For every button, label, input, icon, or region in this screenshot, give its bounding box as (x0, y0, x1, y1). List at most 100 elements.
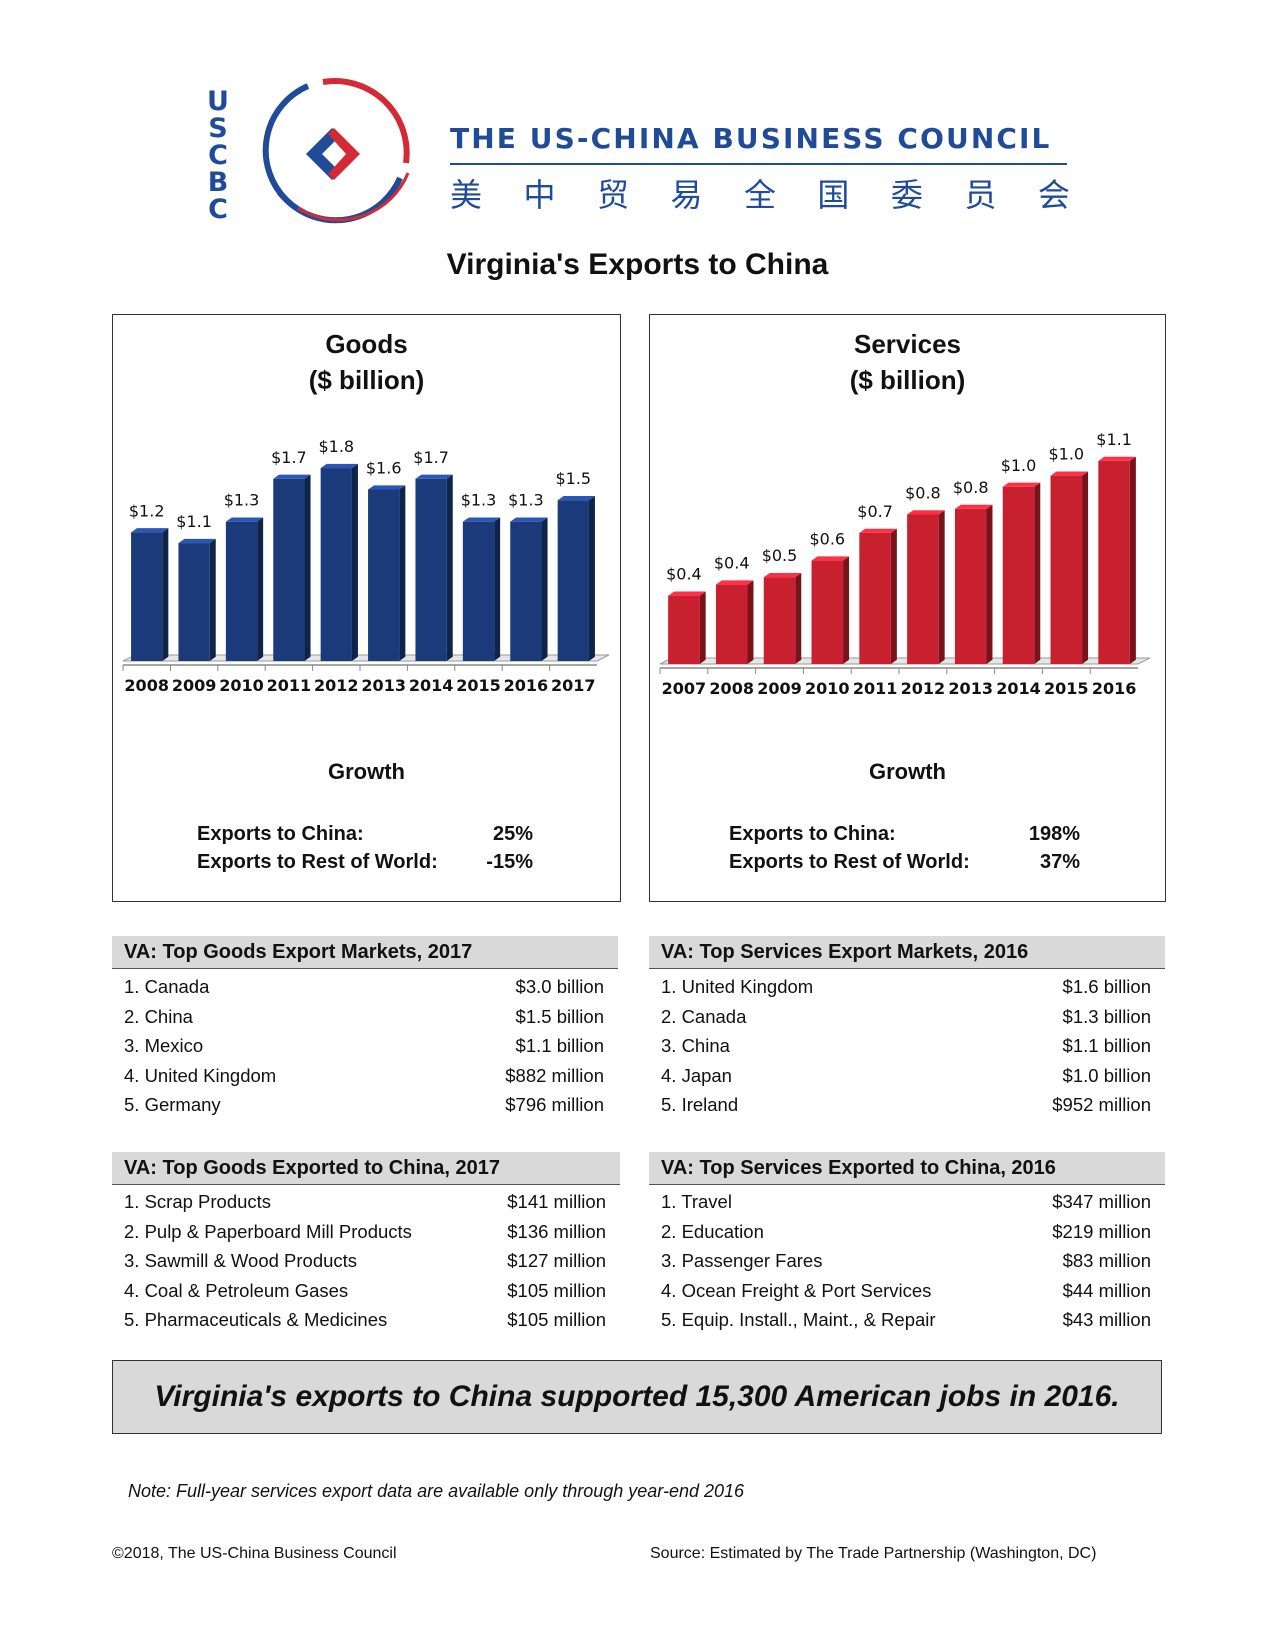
services-chart-unit: ($ billion) (849, 365, 966, 395)
bar-value-label: $0.7 (857, 502, 893, 521)
bar-value-label: $1.8 (318, 437, 354, 456)
row-name: 5. Equip. Install., Maint., & Repair (661, 1309, 936, 1330)
bar (178, 543, 210, 661)
row-name: 2. Canada (661, 1005, 747, 1027)
x-tick-label: 2012 (901, 679, 946, 698)
goods-growth-value: 25% (492, 823, 533, 845)
table-row: 2. Canada $1.3 billion (649, 1002, 1165, 1032)
bar (131, 532, 163, 661)
cn-char: 中 (523, 176, 556, 214)
bar-top (859, 528, 897, 533)
data-note: Note: Full-year services export data are… (128, 1481, 745, 1501)
x-tick-label: 2007 (662, 679, 707, 698)
bar (225, 521, 258, 661)
x-tick-label: 2013 (361, 676, 406, 695)
bar (415, 478, 447, 661)
bar-top (954, 504, 993, 509)
bar (462, 521, 495, 661)
goods-chart: $1.2 2008 $1.1 2009 $1.3 2010 $1.7 2011 $1.8 2012… (122, 437, 610, 695)
bar (368, 489, 400, 661)
row-name: 3. Sawmill & Wood Products (124, 1250, 358, 1271)
bar-top (462, 517, 501, 522)
bar-top (131, 528, 169, 533)
bar-side (986, 504, 993, 664)
x-tick-label: 2016 (504, 676, 549, 695)
bar-side (890, 528, 897, 664)
bar-value-label: $1.1 (176, 512, 212, 531)
row-name: 2. Pulp & Paperboard Mill Products (124, 1220, 412, 1242)
bar-value-label: $1.1 (1096, 430, 1132, 449)
cn-char: 会 (1037, 176, 1070, 214)
x-tick-label: 2014 (409, 676, 454, 695)
row-name: 4. Coal & Petroleum Gases (124, 1279, 349, 1301)
services-to-china-table: VA: Top Services Exported to China, 2016… (649, 1152, 1165, 1335)
row-name: 1. Scrap Products (124, 1191, 272, 1212)
bar-side (1082, 471, 1089, 664)
x-tick-label: 2008 (709, 679, 754, 698)
logo-letters: U S C B C (203, 88, 233, 223)
row-name: 3. Passenger Fares (661, 1250, 823, 1271)
bar-value-label: $0.8 (953, 478, 989, 497)
goods-chart-title: Goods (325, 329, 408, 359)
logo-letter: C (208, 140, 228, 171)
row-name: 1. United Kingdom (661, 976, 814, 997)
copyright: ©2018, The US-China Business Council (112, 1545, 397, 1562)
uscbc-logo-icon (262, 78, 410, 224)
table-row: 1. United Kingdom $1.6 billion (649, 972, 1165, 1002)
bar (668, 595, 700, 664)
row-name: 4. Ocean Freight & Port Services (661, 1279, 932, 1301)
table-row: 4. Coal & Petroleum Gases $105 million (112, 1276, 620, 1306)
bar-value-label: $1.3 (461, 491, 497, 510)
row-name: 3. China (661, 1035, 730, 1056)
cn-char: 委 (890, 176, 923, 214)
jobs-banner: Virginia's exports to China supported 15… (112, 1360, 1162, 1434)
bar (1050, 475, 1083, 664)
row-value: $136 million (507, 1220, 606, 1242)
bar (954, 508, 987, 664)
cn-char: 国 (817, 176, 850, 214)
row-value: $3.0 billion (515, 976, 604, 997)
source-credit: Source: Estimated by The Trade Partnersh… (650, 1545, 1097, 1562)
bar (1098, 460, 1130, 664)
row-name: 4. United Kingdom (124, 1064, 277, 1086)
bar-top (557, 496, 595, 501)
bar-top (668, 591, 706, 596)
x-tick-label: 2009 (172, 676, 217, 695)
row-value: $105 million (507, 1309, 606, 1330)
row-value: $141 million (507, 1191, 606, 1212)
bar-top (510, 517, 548, 522)
row-value: $1.3 billion (1062, 1005, 1151, 1027)
services-growth-label: Exports to Rest of World: (729, 851, 970, 873)
cn-char: 贸 (596, 176, 629, 214)
table-row: 4. Japan $1.0 billion (649, 1061, 1165, 1091)
bar-top (368, 485, 406, 490)
row-name: 1. Canada (124, 976, 210, 997)
x-tick-label: 2011 (853, 679, 898, 698)
bar-side (588, 496, 595, 661)
bar-top (320, 463, 358, 469)
bar (715, 584, 748, 664)
table-row: 5. Equip. Install., Maint., & Repair $43 … (649, 1305, 1165, 1335)
bar-value-label: $1.3 (224, 491, 260, 510)
bar-side (446, 474, 453, 661)
row-value: $1.5 billion (515, 1005, 604, 1027)
bar (273, 478, 305, 661)
bar-top (907, 510, 945, 515)
services-chart: $0.4 2007 $0.4 2008 $0.5 2009 $0.6 2010 $0.7 2011… (659, 430, 1151, 698)
bar-top (1002, 482, 1041, 487)
bar-side (1129, 456, 1136, 664)
row-name: 2. Education (661, 1220, 764, 1242)
bar (1002, 486, 1035, 664)
row-value: $219 million (1052, 1220, 1151, 1242)
table-title: VA: Top Services Exported to China, 2016 (649, 1152, 1165, 1185)
row-value: $796 million (505, 1094, 604, 1115)
row-value: $43 million (1062, 1309, 1151, 1330)
x-tick-label: 2010 (805, 679, 850, 698)
services-growth-value: 37% (1039, 851, 1080, 873)
cn-char: 员 (964, 176, 997, 214)
bar (510, 521, 542, 661)
bar-side (699, 591, 706, 664)
row-name: 3. Mexico (124, 1035, 204, 1056)
bar-value-label: $1.6 (366, 459, 402, 478)
bar-value-label: $1.0 (1001, 456, 1037, 475)
